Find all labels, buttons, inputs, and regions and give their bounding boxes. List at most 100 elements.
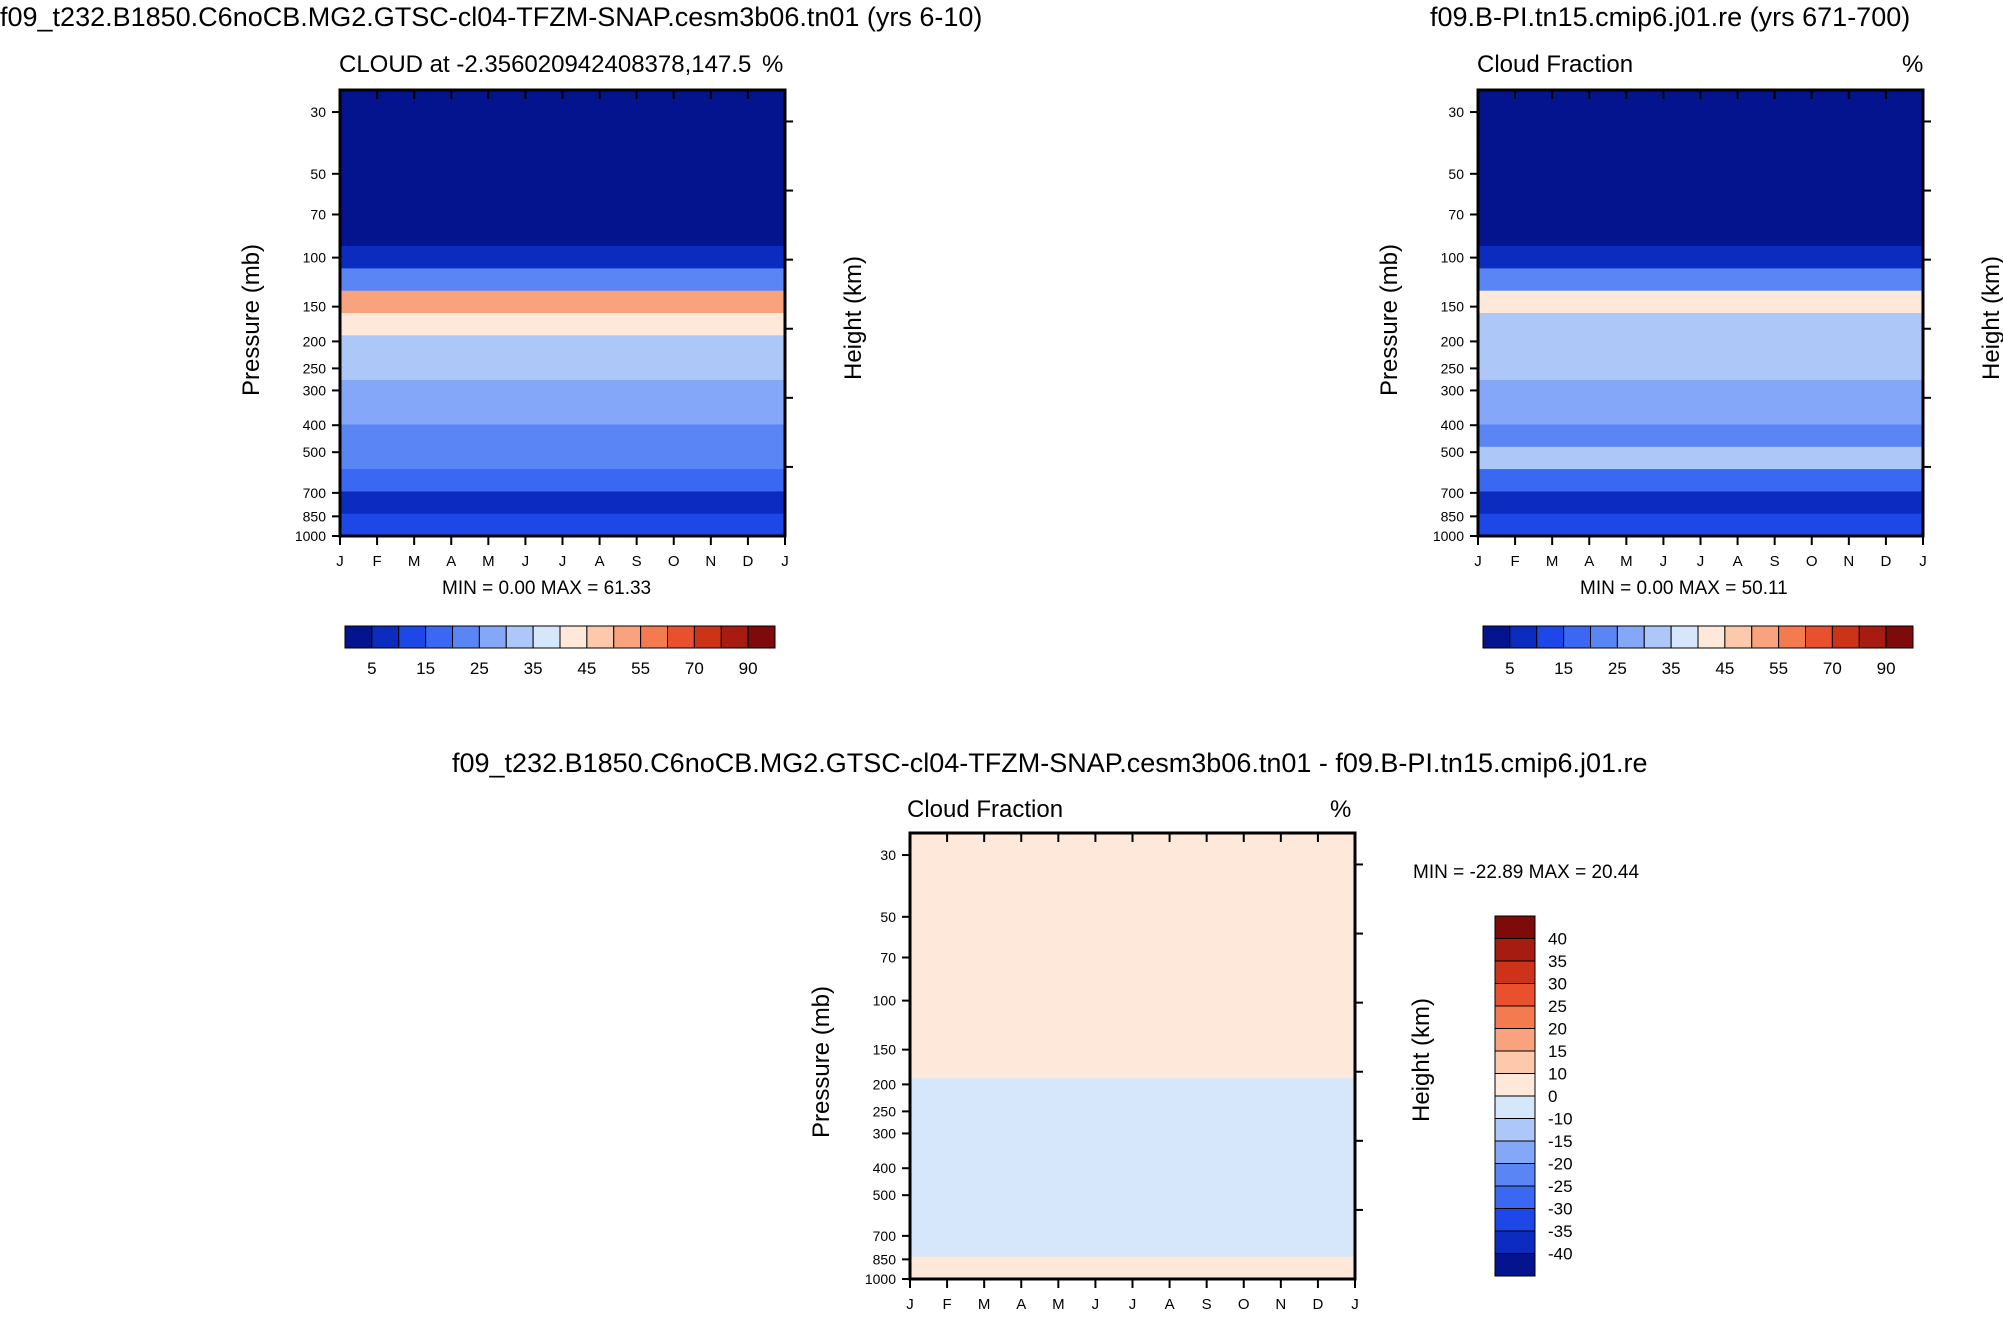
contour-band (910, 1256, 1355, 1280)
contour-band (1478, 513, 1923, 537)
panel1-subtitle: CLOUD at -2.356020942408378,147.5 (339, 51, 752, 78)
colorbar-label: 90 (1877, 659, 1896, 678)
colorbar-label: -35 (1548, 1222, 1573, 1241)
panel2-contour-plot: 3050701001502002503004005007008501000242… (1433, 88, 1931, 570)
contour-band (340, 313, 785, 336)
colorbar-cell (1590, 625, 1618, 649)
pressure-tick-label: 50 (1448, 166, 1464, 182)
contour-band (910, 899, 1355, 923)
month-label: M (978, 1296, 991, 1313)
contour-band (1478, 313, 1923, 336)
colorbar-cell (1494, 1230, 1536, 1254)
panel3-min-max: MIN = -22.89 MAX = 20.44 (1413, 862, 1640, 883)
month-label: J (1660, 553, 1668, 570)
contour-band (1478, 179, 1923, 202)
colorbar-label: -30 (1548, 1200, 1573, 1219)
month-label: D (1312, 1296, 1323, 1313)
contour-band (340, 134, 785, 158)
panel1-height-label: Height (km) (840, 255, 867, 380)
panel2-subtitle: Cloud Fraction (1477, 51, 1634, 78)
contour-band (340, 446, 785, 470)
colorbar-cell (1494, 1253, 1536, 1277)
month-label: A (595, 553, 605, 570)
pressure-tick-label: 850 (1441, 508, 1465, 524)
pressure-tick-label: 1000 (865, 1271, 896, 1287)
month-label: M (1546, 553, 1559, 570)
pressure-tick-label: 500 (873, 1187, 897, 1203)
contour-band (1478, 156, 1923, 180)
colorbar-cell (640, 625, 668, 649)
pressure-tick-label: 1000 (295, 528, 326, 544)
colorbar-cell (1670, 625, 1699, 649)
month-label: J (1697, 553, 1705, 570)
colorbar-label: 15 (1554, 659, 1573, 678)
colorbar-cell (1805, 625, 1833, 649)
colorbar-cell (371, 625, 400, 649)
colorbar-label: 35 (1662, 659, 1681, 678)
pressure-tick-label: 400 (873, 1160, 897, 1176)
contour-band (1478, 134, 1923, 158)
panel3-contour-plot: 3050701001502002503004005007008501000242… (865, 831, 1363, 1313)
colorbar-cell (747, 625, 776, 649)
month-label: J (1092, 1296, 1100, 1313)
pressure-tick-label: 50 (880, 909, 896, 925)
colorbar-label: -15 (1548, 1132, 1573, 1151)
contour-band (910, 877, 1355, 901)
colorbar-label: 5 (367, 659, 376, 678)
pressure-tick-label: 70 (310, 206, 326, 222)
colorbar-label: 55 (631, 659, 650, 678)
pressure-tick-label: 300 (303, 382, 327, 398)
contour-band (340, 179, 785, 202)
colorbar-cell (398, 625, 427, 649)
month-label: J (781, 553, 789, 570)
colorbar-cell (1536, 625, 1565, 649)
contour-band (1478, 357, 1923, 381)
contour-band (910, 1100, 1355, 1124)
colorbar-cell (1778, 625, 1806, 649)
colorbar-label: -40 (1548, 1245, 1573, 1264)
colorbar-cell (344, 625, 373, 649)
pressure-tick-label: 70 (880, 949, 896, 965)
month-label: J (1474, 553, 1482, 570)
pressure-tick-label: 30 (1448, 104, 1464, 120)
colorbar-label: 25 (470, 659, 489, 678)
contour-band (910, 922, 1355, 945)
contour-band (340, 424, 785, 448)
colorbar-cell (1494, 983, 1536, 1007)
panel1-run-title: f09_t232.B1850.C6noCB.MG2.GTSC-cl04-TFZM… (0, 2, 983, 32)
colorbar-cell (1494, 1185, 1536, 1209)
colorbar-cell (425, 625, 453, 649)
month-label: N (1843, 553, 1854, 570)
month-label: J (1129, 1296, 1137, 1313)
contour-band (910, 855, 1355, 879)
colorbar-cell (452, 625, 480, 649)
colorbar-cell (1494, 1208, 1536, 1232)
colorbar-cell (1724, 625, 1753, 649)
contour-band (1478, 246, 1923, 269)
contour-band (340, 290, 785, 314)
colorbar-label: -10 (1548, 1110, 1573, 1129)
colorbar-label: 45 (1715, 659, 1734, 678)
colorbar-cell (1494, 1163, 1536, 1187)
colorbar-label: 35 (1548, 952, 1567, 971)
contour-band (340, 156, 785, 180)
panel2-colorbar: 5 15 25 35 45 55 70 90 (1482, 625, 1914, 678)
panel3-colorbar: 40 35 30 25 20 15 10 0 -10 -15 -20 -25 -30 -35 -40 (1494, 915, 1573, 1277)
colorbar-cell (1494, 1028, 1536, 1052)
pressure-tick-label: 500 (1441, 444, 1465, 460)
colorbar-cell (505, 625, 534, 649)
panel3-run-title: f09_t232.B1850.C6noCB.MG2.GTSC-cl04-TFZM… (452, 748, 1648, 778)
month-label: O (1806, 553, 1818, 570)
contour-band (1478, 223, 1923, 247)
colorbar-label: 10 (1548, 1065, 1567, 1084)
contour-band (340, 357, 785, 381)
panel2-run-title: f09.B-PI.tn15.cmip6.j01.re (yrs 671-700) (1430, 2, 1911, 32)
colorbar-label: 35 (524, 659, 543, 678)
pressure-tick-label: 400 (303, 417, 327, 433)
month-label: A (1016, 1296, 1026, 1313)
colorbar-cell (1494, 1140, 1536, 1164)
month-label: D (742, 553, 753, 570)
contour-band (1478, 491, 1923, 515)
colorbar-label: 20 (1548, 1020, 1567, 1039)
colorbar-cell (1697, 625, 1726, 649)
